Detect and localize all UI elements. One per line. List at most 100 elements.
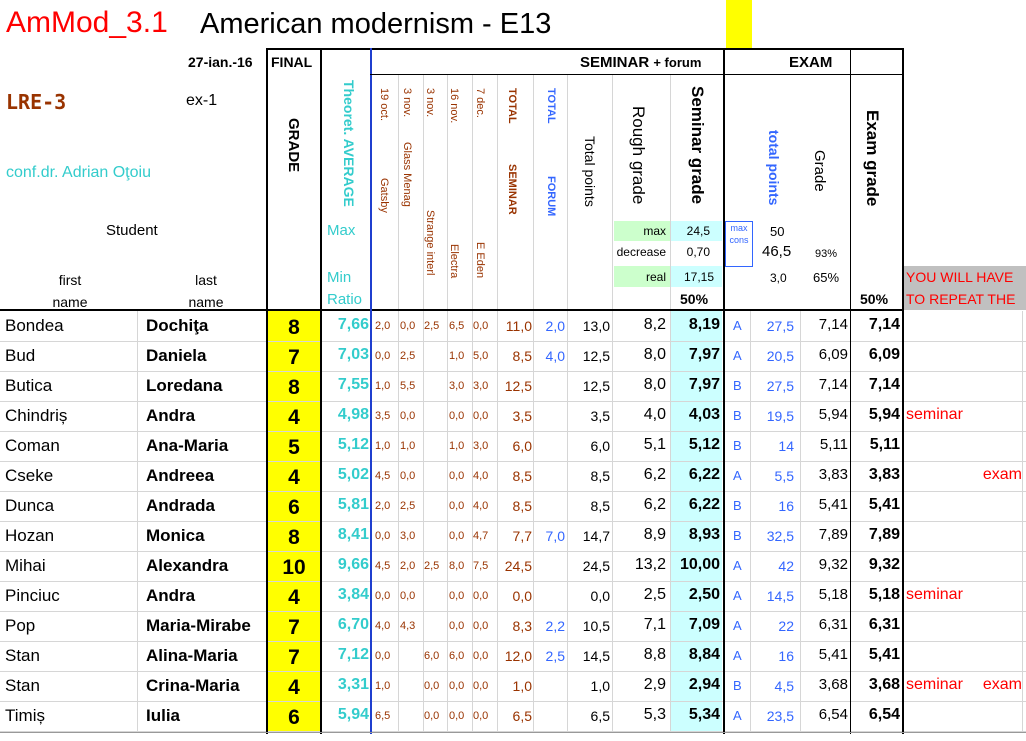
total-seminar-cell[interactable]: 0,0 xyxy=(512,588,532,604)
exam-grade-value-cell[interactable]: 6,31 xyxy=(818,616,848,633)
exam-points-cell[interactable]: 20,5 xyxy=(766,348,794,364)
repeat-seminar-cell[interactable]: seminar xyxy=(906,586,963,603)
seminar-2-cell[interactable]: 5,5 xyxy=(400,380,416,392)
seminar-5-cell[interactable]: 4,0 xyxy=(473,470,489,482)
theoret-average-cell[interactable]: 8,41 xyxy=(337,526,369,543)
exam-group-cell[interactable]: A xyxy=(733,468,742,483)
seminar-grade-cell[interactable]: 5,34 xyxy=(688,706,720,723)
exam-grade-cell[interactable]: 6,09 xyxy=(868,346,900,363)
exam-grade-cell[interactable]: 5,41 xyxy=(868,646,900,663)
seminar-2-cell[interactable]: 0,0 xyxy=(400,410,416,422)
table-row[interactable]: Pop Maria-Mirabe 7 6,70 4,0 4,3 0,0 0,0 8,3 2,2 10… xyxy=(0,611,1026,641)
exam-grade-value-cell[interactable]: 6,54 xyxy=(818,706,848,723)
table-row[interactable]: Stan Crina-Maria 4 3,31 1,0 0,0 0,0 0,0 1,0 1,0 2,… xyxy=(0,671,1026,701)
seminar-2-cell[interactable]: 0,0 xyxy=(400,470,416,482)
total-points-cell[interactable]: 3,5 xyxy=(590,408,610,424)
seminar-5-cell[interactable]: 3,0 xyxy=(473,380,489,392)
rough-grade-cell[interactable]: 8,9 xyxy=(643,526,666,543)
first-name-cell[interactable]: Bondea xyxy=(5,316,64,335)
total-points-cell[interactable]: 0,0 xyxy=(590,588,610,604)
exam-points-cell[interactable]: 4,5 xyxy=(774,678,794,694)
exam-grade-cell[interactable]: 6,54 xyxy=(868,706,900,723)
last-name-cell[interactable]: Maria-Mirabe xyxy=(146,616,251,635)
total-points-cell[interactable]: 13,0 xyxy=(582,318,610,334)
seminar-5-cell[interactable]: 0,0 xyxy=(473,590,489,602)
seminar-1-cell[interactable]: 1,0 xyxy=(375,680,391,692)
exam-grade-cell[interactable]: 3,83 xyxy=(868,466,900,483)
seminar-1-cell[interactable]: 4,0 xyxy=(375,620,391,632)
final-grade-cell[interactable]: 4 xyxy=(288,466,300,489)
exam-grade-value-cell[interactable]: 3,83 xyxy=(818,466,848,483)
final-grade-cell[interactable]: 7 xyxy=(288,346,300,369)
exam-group-cell[interactable]: A xyxy=(733,708,742,723)
seminar-1-cell[interactable]: 0,0 xyxy=(375,350,391,362)
seminar-grade-cell[interactable]: 5,12 xyxy=(688,436,720,453)
theoret-average-cell[interactable]: 9,66 xyxy=(337,556,369,573)
total-seminar-cell[interactable]: 24,5 xyxy=(504,558,532,574)
exam-grade-value-cell[interactable]: 3,68 xyxy=(818,676,848,693)
first-name-cell[interactable]: Butica xyxy=(5,376,53,395)
table-row[interactable]: Butica Loredana 8 7,55 1,0 5,5 3,0 3,0 12,5 12,5 8… xyxy=(0,371,1026,401)
seminar-3-cell[interactable]: 2,5 xyxy=(424,560,440,572)
final-grade-cell[interactable]: 4 xyxy=(288,406,300,429)
rough-grade-cell[interactable]: 8,0 xyxy=(643,346,666,363)
rough-grade-cell[interactable]: 7,1 xyxy=(643,616,666,633)
first-name-cell[interactable]: Stan xyxy=(5,646,40,665)
seminar-grade-cell[interactable]: 8,19 xyxy=(688,316,720,333)
total-seminar-cell[interactable]: 8,5 xyxy=(512,498,532,514)
final-grade-cell[interactable]: 4 xyxy=(288,586,300,609)
exam-group-cell[interactable]: B xyxy=(733,378,742,393)
first-name-cell[interactable]: Bud xyxy=(5,346,36,365)
theoret-average-cell[interactable]: 5,02 xyxy=(337,466,369,483)
seminar-4-cell[interactable]: 0,0 xyxy=(449,500,465,512)
total-points-cell[interactable]: 10,5 xyxy=(582,618,610,634)
exam-grade-value-cell[interactable]: 7,89 xyxy=(818,526,848,543)
exam-grade-value-cell[interactable]: 5,94 xyxy=(818,406,848,423)
seminar-5-cell[interactable]: 0,0 xyxy=(473,620,489,632)
seminar-5-cell[interactable]: 0,0 xyxy=(473,410,489,422)
first-name-cell[interactable]: Pinciuc xyxy=(5,586,60,605)
first-name-cell[interactable]: Hozan xyxy=(5,526,55,545)
theoret-average-cell[interactable]: 5,12 xyxy=(337,436,369,453)
last-name-cell[interactable]: Crina-Maria xyxy=(146,676,240,695)
total-seminar-cell[interactable]: 12,5 xyxy=(504,378,532,394)
exam-grade-cell[interactable]: 5,41 xyxy=(868,496,900,513)
seminar-grade-cell[interactable]: 6,22 xyxy=(688,466,720,483)
first-name-cell[interactable]: Timiș xyxy=(5,706,45,725)
exam-points-cell[interactable]: 22 xyxy=(778,618,794,634)
seminar-grade-cell[interactable]: 8,93 xyxy=(688,526,720,543)
exam-group-cell[interactable]: A xyxy=(733,348,742,363)
seminar-4-cell[interactable]: 6,5 xyxy=(449,320,465,332)
last-name-cell[interactable]: Daniela xyxy=(146,346,207,365)
exam-group-cell[interactable]: A xyxy=(733,618,742,633)
exam-group-cell[interactable]: A xyxy=(733,558,742,573)
seminar-grade-cell[interactable]: 4,03 xyxy=(688,406,720,423)
exam-grade-value-cell[interactable]: 5,41 xyxy=(818,496,848,513)
table-row[interactable]: Cseke Andreea 4 5,02 4,5 0,0 0,0 4,0 8,5 8,5 6,2 6,… xyxy=(0,461,1026,491)
seminar-4-cell[interactable]: 0,0 xyxy=(449,530,465,542)
seminar-2-cell[interactable]: 0,0 xyxy=(400,590,416,602)
table-row[interactable]: Timiș Iulia 6 5,94 6,5 0,0 0,0 0,0 6,5 6,5 5,3 5,34… xyxy=(0,701,1026,731)
exam-grade-value-cell[interactable]: 6,09 xyxy=(818,346,848,363)
seminar-4-cell[interactable]: 8,0 xyxy=(449,560,465,572)
total-points-cell[interactable]: 8,5 xyxy=(590,468,610,484)
seminar-2-cell[interactable]: 4,3 xyxy=(400,620,416,632)
exam-points-cell[interactable]: 14,5 xyxy=(766,588,794,604)
exam-grade-cell[interactable]: 7,14 xyxy=(868,316,900,333)
table-row[interactable]: Chindriș Andra 4 4,98 3,5 0,0 0,0 0,0 3,5 3,5 4,0 4… xyxy=(0,401,1026,431)
repeat-seminar-cell[interactable]: seminar xyxy=(906,406,963,423)
exam-grade-cell[interactable]: 7,14 xyxy=(868,376,900,393)
last-name-cell[interactable]: Andra xyxy=(146,406,196,425)
exam-grade-cell[interactable]: 5,11 xyxy=(869,436,900,453)
table-row[interactable]: Dunca Andrada 6 5,81 2,0 2,5 0,0 4,0 8,5 8,5 6,2 6,… xyxy=(0,491,1026,521)
exam-group-cell[interactable]: A xyxy=(733,648,742,663)
exam-group-cell[interactable]: B xyxy=(733,678,742,693)
total-seminar-cell[interactable]: 7,7 xyxy=(512,528,532,544)
table-row[interactable]: Bondea Dochiţa 8 7,66 2,0 0,0 2,5 6,5 0,0 11,0 2,0… xyxy=(0,311,1026,341)
seminar-1-cell[interactable]: 2,0 xyxy=(375,320,391,332)
exam-group-cell[interactable]: B xyxy=(733,408,742,423)
seminar-2-cell[interactable]: 2,5 xyxy=(400,500,416,512)
exam-grade-value-cell[interactable]: 7,14 xyxy=(818,316,848,333)
seminar-grade-cell[interactable]: 7,09 xyxy=(688,616,720,633)
exam-points-cell[interactable]: 32,5 xyxy=(766,528,794,544)
